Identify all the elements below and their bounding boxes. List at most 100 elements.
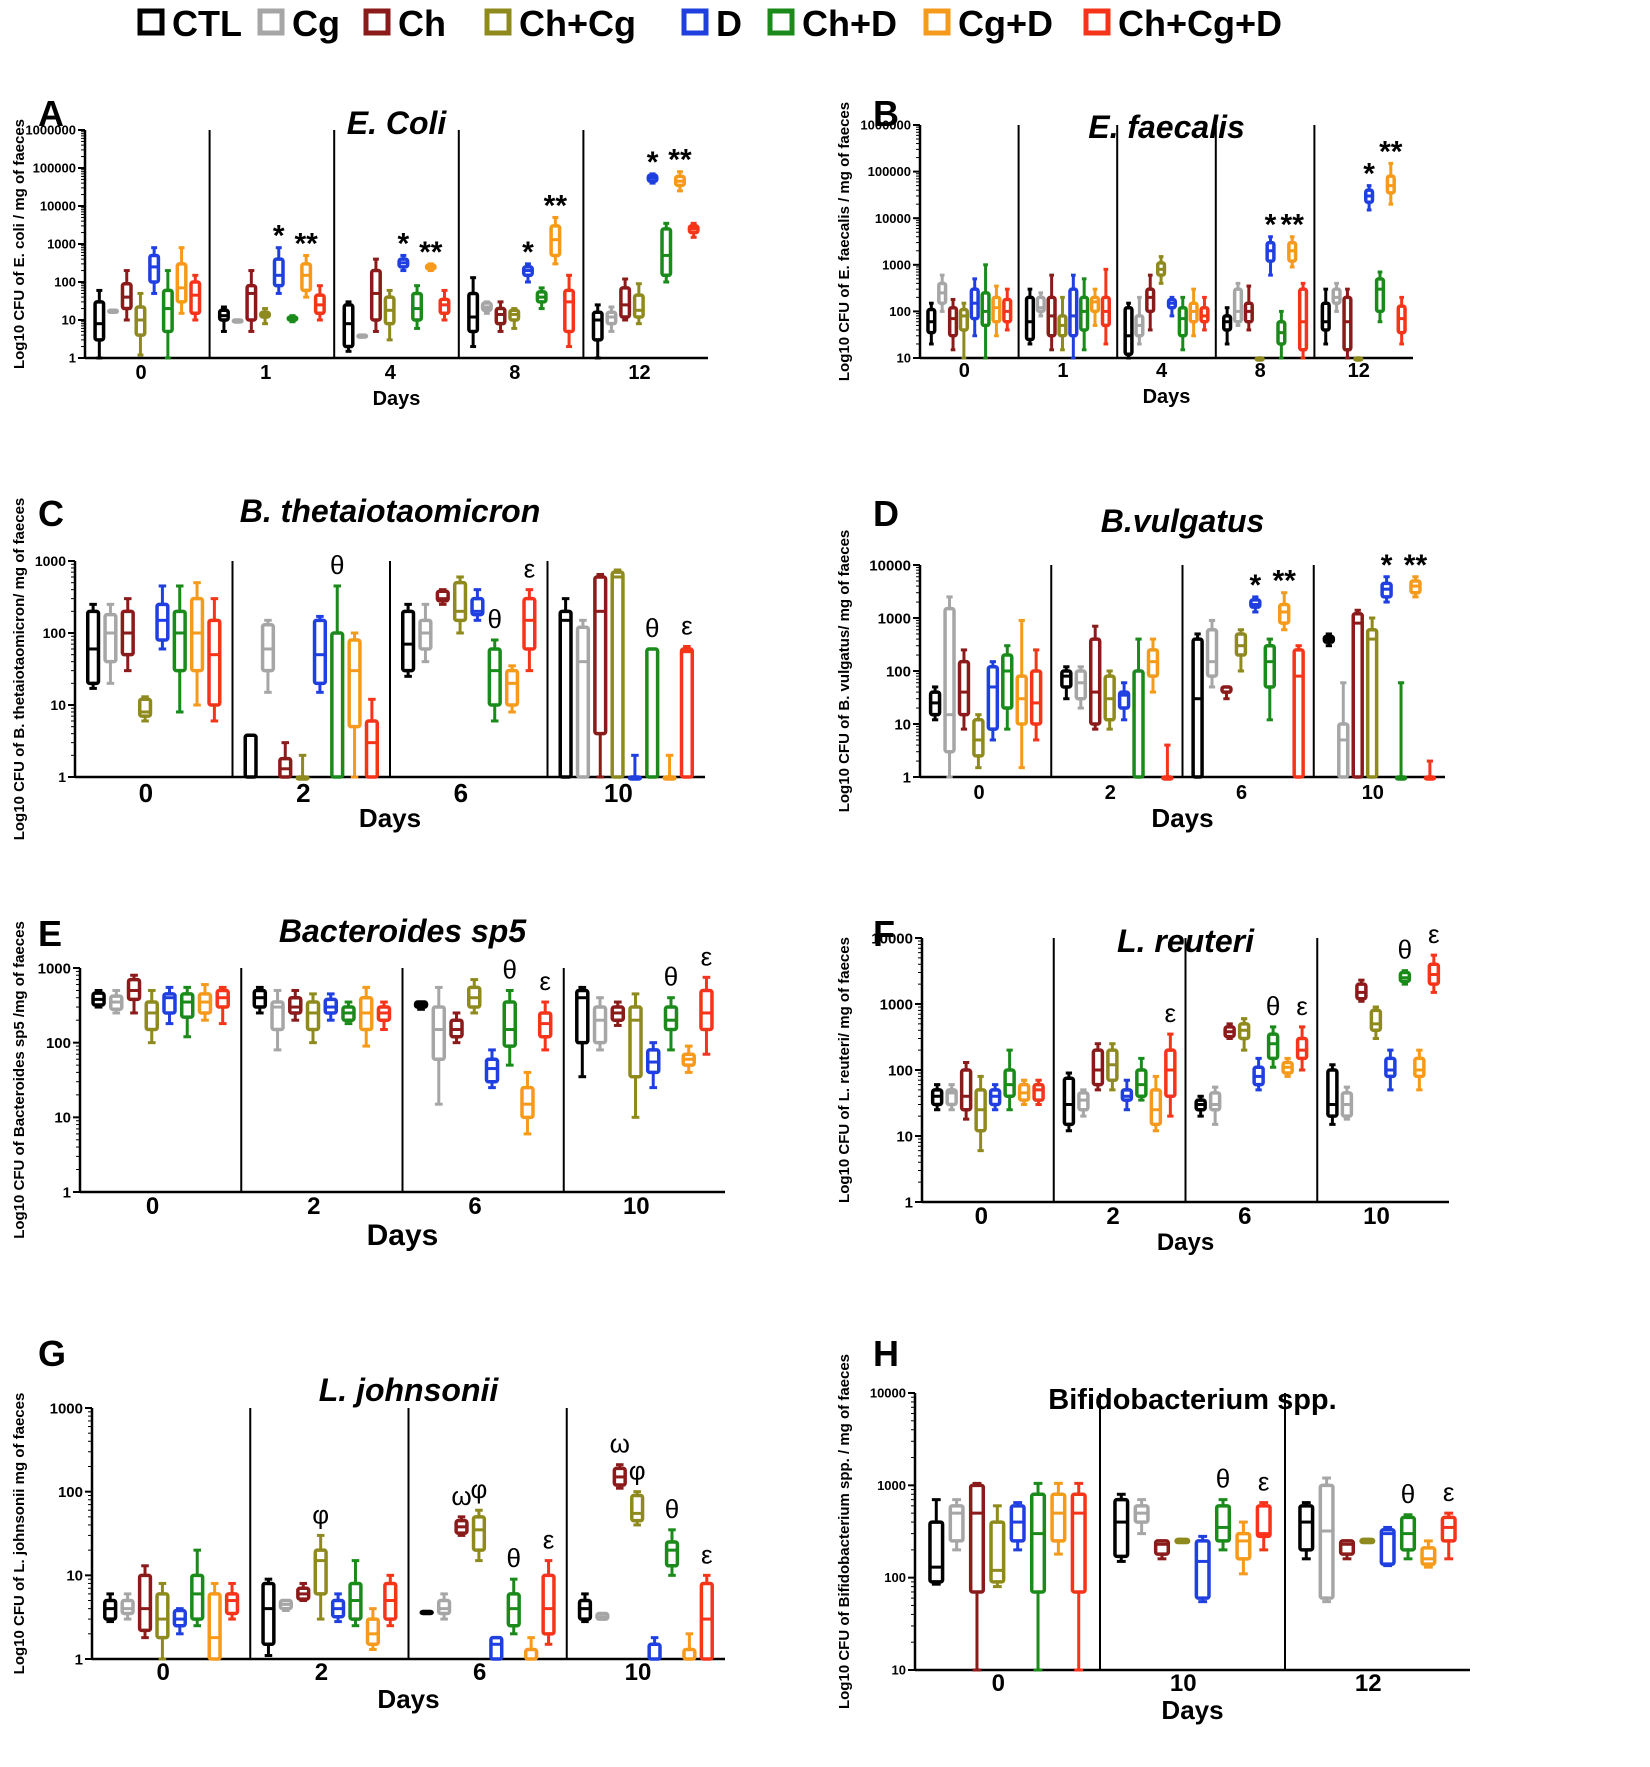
y-tick-label: 100000 bbox=[868, 164, 911, 179]
y-tick-label: 10 bbox=[54, 1110, 71, 1127]
legend-swatch bbox=[681, 8, 709, 36]
y-tick-label: 100 bbox=[886, 663, 911, 680]
chart-title: Bifidobacterium spp. bbox=[1048, 1384, 1336, 1416]
box-cg bbox=[103, 602, 118, 685]
significance-annotation: θ bbox=[645, 613, 659, 643]
box-ch-cg-d bbox=[1029, 648, 1043, 742]
box-ctl bbox=[261, 1577, 276, 1658]
y-tick-label: 1000 bbox=[878, 610, 911, 627]
box-ch-cg bbox=[630, 1490, 645, 1527]
significance-annotation: θ bbox=[1266, 991, 1280, 1021]
box-ch-cg-d bbox=[1164, 1032, 1177, 1118]
box-cg-d bbox=[1146, 637, 1160, 694]
box-ch bbox=[968, 1481, 986, 1672]
box-ch bbox=[296, 1581, 311, 1603]
legend-label: Cg bbox=[292, 3, 340, 44]
box-cg bbox=[943, 595, 956, 779]
legend-swatch bbox=[137, 8, 165, 36]
box-ch bbox=[120, 269, 133, 322]
y-tick-label: 1000 bbox=[47, 237, 76, 252]
significance-annotation: θ bbox=[1401, 1479, 1415, 1509]
box-ch bbox=[1243, 284, 1254, 332]
box-cg bbox=[1077, 1088, 1090, 1118]
box-ch bbox=[1091, 1042, 1105, 1092]
box-ch-d bbox=[1398, 969, 1412, 986]
y-tick-label: 10000 bbox=[869, 557, 911, 574]
panel-h: H Bifidobacterium spp. 10 100 1000 10000 Log10… bbox=[825, 1302, 1650, 1762]
box-ctl bbox=[930, 1083, 944, 1112]
box-ch-cg-d bbox=[679, 644, 695, 779]
day-tick-label: 2 bbox=[296, 778, 310, 808]
box-cg-d bbox=[197, 983, 213, 1022]
box-ch-cg bbox=[958, 301, 969, 360]
box-ctl bbox=[1222, 306, 1233, 346]
day-tick-label: 2 bbox=[1105, 782, 1116, 804]
box-cg bbox=[270, 988, 285, 1052]
significance-annotation: ε bbox=[539, 966, 551, 996]
box-cg bbox=[418, 602, 433, 664]
box-ch bbox=[126, 973, 142, 1015]
box-ch-d bbox=[535, 286, 548, 311]
box-ch-cg bbox=[1254, 356, 1265, 362]
box-d bbox=[489, 1635, 504, 1661]
box-ch-cg bbox=[974, 1074, 987, 1153]
box-ch-cg-d bbox=[224, 1581, 240, 1621]
box-ch bbox=[1355, 978, 1368, 1003]
y-tick-label: 10000 bbox=[871, 930, 913, 947]
significance-annotation: * bbox=[522, 236, 534, 269]
box-ch-cg bbox=[1353, 356, 1364, 362]
box-ch-cg-d bbox=[1297, 281, 1309, 360]
box-cg-d bbox=[549, 215, 562, 266]
box-d bbox=[986, 660, 1000, 742]
box-ch-cg-d bbox=[1002, 287, 1013, 332]
box-ch-cg-d bbox=[563, 273, 576, 349]
y-tick-label: 1000 bbox=[38, 960, 71, 977]
day-tick-label: 12 bbox=[1355, 1670, 1382, 1697]
box-d bbox=[1364, 184, 1375, 212]
box-d bbox=[1068, 273, 1079, 360]
box-ch-d bbox=[330, 584, 345, 779]
box-ch-cg-d bbox=[687, 221, 700, 239]
y-tick-label: 1 bbox=[903, 769, 911, 786]
box-d bbox=[1117, 681, 1131, 722]
significance-annotation: ** bbox=[294, 227, 318, 260]
box-ch-cg bbox=[1106, 1042, 1119, 1092]
box-cg bbox=[480, 300, 493, 315]
box-cg-d bbox=[991, 284, 1002, 338]
significance-annotation: φ bbox=[470, 1474, 487, 1504]
box-ch-cg bbox=[137, 695, 153, 723]
box-ch bbox=[120, 597, 135, 673]
box-ctl bbox=[217, 305, 230, 333]
box-ch-cg-d bbox=[189, 273, 202, 322]
box-ctl bbox=[1123, 301, 1134, 360]
significance-annotation: ε bbox=[1428, 919, 1440, 949]
y-tick-label: 10000 bbox=[875, 211, 911, 226]
box-cg-d bbox=[1235, 1520, 1252, 1576]
box-ch-cg bbox=[155, 1581, 170, 1661]
box-ch-cg-d bbox=[438, 288, 451, 322]
box-ch-d bbox=[1394, 681, 1408, 781]
y-tick-label: 10 bbox=[894, 716, 911, 733]
box-ch-cg-d bbox=[313, 284, 326, 322]
box-cg-d bbox=[207, 1581, 222, 1661]
x-axis-label: Days bbox=[377, 1684, 439, 1714]
y-tick-label: 1 bbox=[75, 1651, 83, 1668]
box-ch-cg-d bbox=[1292, 644, 1305, 779]
box-ctl bbox=[413, 1000, 429, 1011]
y-tick-label: 10 bbox=[897, 351, 911, 366]
significance-annotation: ** bbox=[419, 236, 443, 269]
box-ch-cg bbox=[259, 307, 272, 326]
day-tick-label: 6 bbox=[473, 1659, 486, 1686]
box-ch-d bbox=[1263, 637, 1277, 722]
day-tick-label: 6 bbox=[468, 1193, 481, 1220]
legend-label: Cg+D bbox=[958, 3, 1053, 44]
day-tick-label: 6 bbox=[1238, 1203, 1251, 1230]
box-cg bbox=[595, 1611, 610, 1621]
y-tick-label: 100 bbox=[889, 304, 911, 319]
box-ch-cg bbox=[295, 753, 310, 781]
box-ch-d bbox=[1374, 270, 1386, 324]
box-ch-cg-d bbox=[541, 1559, 556, 1646]
box-ch-cg-d bbox=[699, 1573, 714, 1661]
box-ch-d bbox=[1177, 295, 1188, 352]
